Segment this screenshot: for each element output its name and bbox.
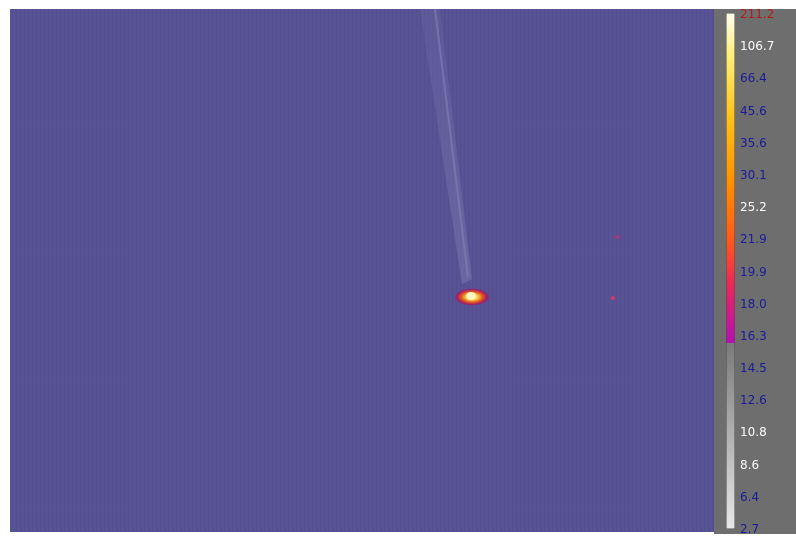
colorbar-tick-label: 10.8 bbox=[740, 425, 767, 439]
warm-point-lower-core bbox=[611, 296, 615, 300]
colorbar-tick-label: 66.4 bbox=[740, 71, 767, 85]
colorbar-tick-label: 14.5 bbox=[740, 361, 767, 375]
colorbar-tick-label: 12.6 bbox=[740, 393, 767, 407]
vapor-trail-edge bbox=[434, 9, 469, 278]
colorbar-tick-label: 8.6 bbox=[740, 458, 760, 472]
main-hotspot-core bbox=[466, 292, 476, 300]
colorbar-tick-label: 21.9 bbox=[740, 232, 767, 246]
thermal-scene bbox=[420, 9, 623, 306]
vapor-trail bbox=[420, 9, 472, 284]
colorbar-tick-label: 211.2 bbox=[740, 7, 775, 21]
temperature-colorbar bbox=[726, 13, 735, 529]
colorbar-tick-label: 30.1 bbox=[740, 168, 767, 182]
colorbar-tick-label: 18.0 bbox=[740, 297, 767, 311]
colorbar-tick-label: 19.9 bbox=[740, 265, 767, 279]
thermal-image bbox=[10, 9, 714, 532]
sensor-scanlines bbox=[10, 9, 714, 532]
colorbar-tick-label: 35.6 bbox=[740, 136, 767, 150]
warm-point-upper bbox=[611, 233, 623, 241]
colorbar-tick-label: 6.4 bbox=[740, 490, 760, 504]
colorbar-tick-label: 45.6 bbox=[740, 104, 767, 118]
colorbar-tick-label: 25.2 bbox=[740, 200, 767, 214]
colorbar-tick-label: 106.7 bbox=[740, 39, 775, 53]
colorbar-tick-label: 16.3 bbox=[740, 329, 767, 343]
colorbar-tick-label: 2.7 bbox=[740, 522, 760, 536]
